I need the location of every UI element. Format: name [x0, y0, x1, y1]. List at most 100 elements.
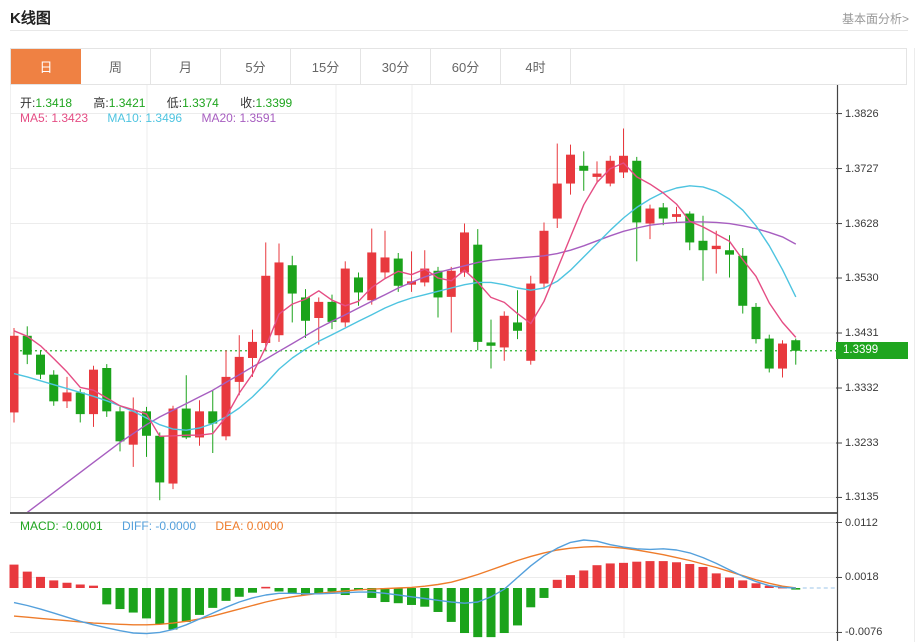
- candle-body: [685, 213, 695, 243]
- candle-body: [208, 411, 218, 424]
- macd-hist-bar: [36, 576, 45, 588]
- page-title: K线图: [10, 10, 51, 27]
- chart-region: 开:1.3418 高:1.3421 低:1.3374 收:1.3399 MA5:…: [0, 85, 917, 644]
- ma10-line: [13, 185, 797, 431]
- candle-body: [75, 392, 85, 415]
- candle-body: [499, 315, 509, 348]
- macd-hist-bar: [725, 577, 734, 588]
- tab-period-周[interactable]: 周: [81, 49, 151, 84]
- main-y-axis-label: 1.3431: [845, 327, 879, 339]
- macd-hist-bar: [195, 588, 204, 615]
- candle-body: [711, 245, 721, 250]
- candle-body: [552, 183, 562, 219]
- tab-period-月[interactable]: 月: [151, 49, 221, 84]
- diff-line: [13, 539, 796, 635]
- macd-hist-bar: [738, 580, 748, 588]
- macd-hist-bar: [685, 564, 695, 588]
- dea-value-legend: DEA: 0.0000: [215, 519, 284, 533]
- candle-body: [672, 214, 681, 217]
- main-y-axis-label: 1.3530: [845, 272, 879, 284]
- candle-body: [645, 208, 655, 224]
- candle-body: [632, 160, 642, 223]
- macd-hist-bar: [526, 588, 536, 608]
- macd-hist-bar: [115, 588, 125, 610]
- ma-lines-layer: [13, 162, 797, 512]
- ma5-legend: MA5: 1.3423: [20, 111, 89, 125]
- macd-y-axis-label: 0.0018: [845, 571, 879, 584]
- ohlc-readout: 开:1.3418 高:1.3421 低:1.3374 收:1.3399: [20, 94, 310, 111]
- ma20-line: [26, 221, 797, 512]
- macd-value-legend: MACD: -0.0001: [20, 519, 103, 533]
- macd-hist-bar: [102, 588, 112, 605]
- macd-hist-bar: [142, 588, 151, 619]
- candle-body: [181, 408, 191, 438]
- tab-period-30分[interactable]: 30分: [361, 49, 431, 84]
- tab-period-60分[interactable]: 60分: [431, 49, 501, 84]
- candle-body: [566, 154, 575, 184]
- low-value: 1.3374: [182, 96, 219, 110]
- main-y-axis-label: 1.3727: [845, 162, 879, 175]
- period-tabbar: 日周月 5分 15分 30分 60分 4时: [10, 48, 907, 85]
- macd-hist-bar: [234, 588, 244, 597]
- macd-hist-bar: [248, 588, 257, 593]
- candle-body: [115, 411, 125, 442]
- main-y-axis-label: 1.3233: [845, 437, 879, 449]
- tab-period-日[interactable]: 日: [11, 49, 81, 84]
- candle-body: [142, 411, 151, 436]
- candle-body: [36, 354, 45, 375]
- macd-hist-bar: [128, 588, 138, 613]
- header-divider: [10, 30, 908, 31]
- high-value: 1.3421: [108, 96, 146, 110]
- macd-hist-bar: [619, 562, 628, 588]
- candle-body: [738, 255, 748, 306]
- macd-hist-bar: [672, 562, 681, 588]
- main-y-axis-label: 1.3826: [845, 107, 879, 120]
- tab-period-4时[interactable]: 4时: [501, 49, 571, 84]
- current-price-badge: 1.3399: [836, 342, 908, 360]
- ma-legend: MA5: 1.3423 MA10: 1.3496 MA20: 1.3591: [20, 111, 276, 125]
- macd-hist-bar: [9, 564, 19, 588]
- macd-hist-bar: [49, 580, 59, 588]
- macd-hist-bar: [579, 570, 589, 588]
- candle-body: [22, 335, 32, 355]
- fundamental-analysis-link[interactable]: 基本面分析>: [841, 12, 909, 26]
- candle-body: [128, 411, 138, 445]
- candle-body: [168, 408, 178, 484]
- macd-hist-bar: [513, 588, 522, 626]
- kline-macd-chart[interactable]: [0, 85, 917, 644]
- candle-body: [367, 252, 377, 301]
- candle-body: [486, 342, 496, 346]
- macd-hist-bar: [327, 588, 337, 592]
- candle-body: [791, 340, 801, 351]
- macd-hist-bar: [791, 588, 801, 590]
- high-label: 高:: [93, 96, 109, 110]
- candle-body: [393, 258, 403, 286]
- candle-body: [195, 411, 204, 438]
- candle-body: [49, 374, 59, 402]
- macd-hist-bar: [420, 588, 430, 607]
- macd-hist-bar: [473, 588, 483, 638]
- macd-hist-bar: [89, 585, 98, 588]
- macd-hist-bar: [367, 588, 377, 598]
- close-value: 1.3399: [255, 96, 293, 110]
- candle-body: [526, 283, 536, 361]
- tab-period-5分[interactable]: 5分: [221, 49, 291, 84]
- macd-hist-bar: [274, 588, 284, 592]
- macd-hist-bar: [261, 586, 271, 589]
- candle-body: [221, 376, 231, 437]
- candle-body: [698, 240, 708, 251]
- tab-period-15分[interactable]: 15分: [291, 49, 361, 84]
- macd-hist-bar: [658, 561, 668, 588]
- close-label: 收:: [240, 96, 256, 110]
- candle-body: [155, 435, 165, 483]
- macd-hist-bar: [380, 588, 390, 603]
- ma5-line: [13, 162, 797, 437]
- candle-body: [433, 270, 443, 298]
- candle-body: [751, 306, 761, 340]
- candle-body: [274, 262, 284, 336]
- candle-body: [473, 244, 483, 342]
- dea-line: [13, 545, 796, 626]
- candle-body: [380, 257, 390, 273]
- macd-hist-bar: [181, 588, 191, 622]
